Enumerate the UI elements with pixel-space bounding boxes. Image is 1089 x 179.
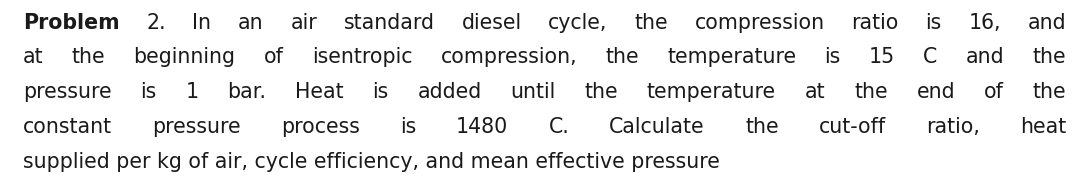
Text: 1480: 1480: [456, 117, 509, 137]
Text: the: the: [854, 82, 888, 102]
Text: supplied per kg of air, cycle efficiency, and mean effective pressure: supplied per kg of air, cycle efficiency…: [23, 152, 720, 172]
Text: is: is: [400, 117, 416, 137]
Text: bar.: bar.: [228, 82, 266, 102]
Text: ratio,: ratio,: [926, 117, 980, 137]
Text: the: the: [1032, 82, 1066, 102]
Text: added: added: [417, 82, 481, 102]
Text: is: is: [824, 47, 841, 67]
Text: constant: constant: [23, 117, 112, 137]
Text: the: the: [1032, 47, 1066, 67]
Text: air: air: [291, 13, 317, 33]
Text: and: and: [1028, 13, 1066, 33]
Text: isentropic: isentropic: [311, 47, 413, 67]
Text: C: C: [923, 47, 938, 67]
Text: the: the: [634, 13, 668, 33]
Text: 1: 1: [185, 82, 198, 102]
Text: temperature: temperature: [668, 47, 796, 67]
Text: Heat: Heat: [295, 82, 343, 102]
Text: of: of: [983, 82, 1004, 102]
Text: 15: 15: [869, 47, 895, 67]
Text: 2.: 2.: [146, 13, 166, 33]
Text: is: is: [926, 13, 942, 33]
Text: pressure: pressure: [152, 117, 241, 137]
Text: at: at: [805, 82, 825, 102]
Text: C.: C.: [549, 117, 570, 137]
Text: of: of: [264, 47, 283, 67]
Text: diesel: diesel: [462, 13, 522, 33]
Text: the: the: [605, 47, 639, 67]
Text: the: the: [585, 82, 619, 102]
Text: 16,: 16,: [968, 13, 1001, 33]
Text: the: the: [72, 47, 106, 67]
Text: cycle,: cycle,: [548, 13, 608, 33]
Text: temperature: temperature: [647, 82, 775, 102]
Text: an: an: [238, 13, 264, 33]
Text: In: In: [193, 13, 211, 33]
Text: compression,: compression,: [440, 47, 577, 67]
Text: Calculate: Calculate: [610, 117, 705, 137]
Text: at: at: [23, 47, 44, 67]
Text: cut-off: cut-off: [819, 117, 885, 137]
Text: is: is: [372, 82, 389, 102]
Text: and: and: [966, 47, 1004, 67]
Text: pressure: pressure: [23, 82, 111, 102]
Text: process: process: [281, 117, 359, 137]
Text: is: is: [140, 82, 157, 102]
Text: heat: heat: [1020, 117, 1066, 137]
Text: standard: standard: [344, 13, 435, 33]
Text: until: until: [511, 82, 555, 102]
Text: ratio: ratio: [852, 13, 898, 33]
Text: compression: compression: [695, 13, 824, 33]
Text: end: end: [917, 82, 955, 102]
Text: the: the: [745, 117, 779, 137]
Text: Problem: Problem: [23, 13, 120, 33]
Text: beginning: beginning: [134, 47, 235, 67]
